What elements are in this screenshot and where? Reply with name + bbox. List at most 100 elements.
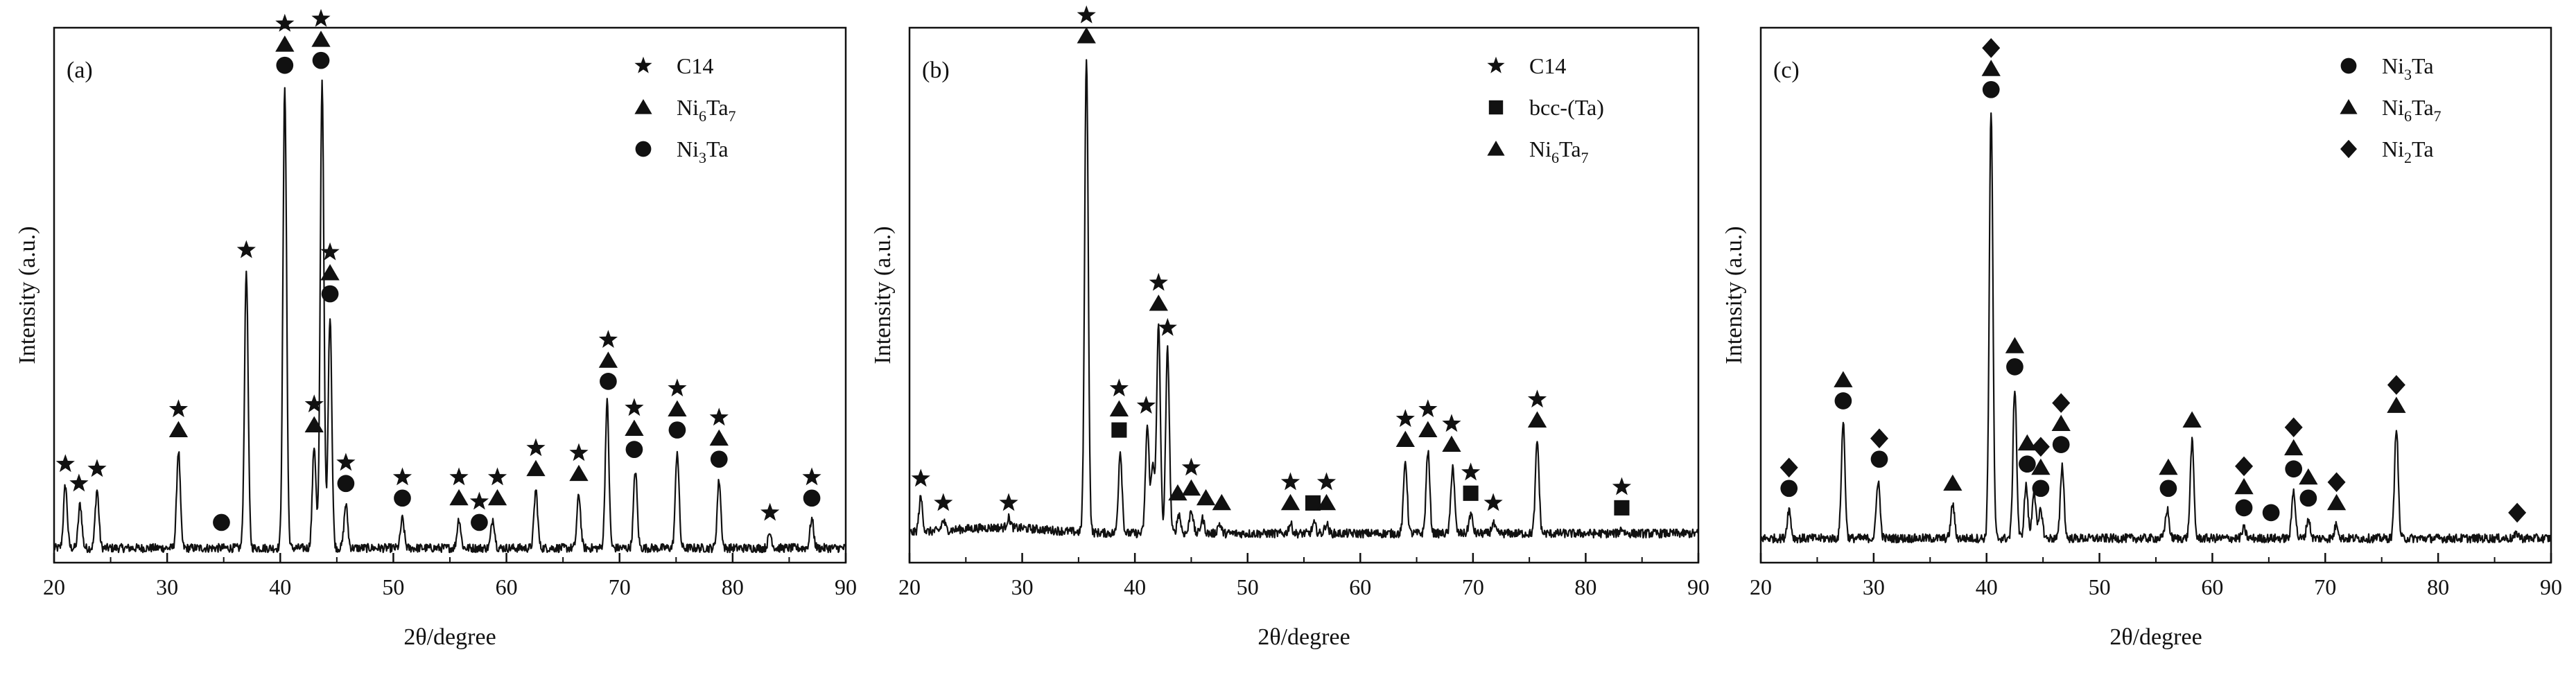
y-axis-label: Intensity (a.u.) (870, 226, 896, 364)
circle-phase-marker (2018, 455, 2036, 473)
circle-phase-marker (1834, 392, 1852, 410)
triangle-phase-marker (2017, 434, 2037, 451)
triangle-phase-marker (2005, 337, 2025, 353)
star-phase-marker (1077, 5, 1096, 24)
star-phase-marker (526, 438, 546, 457)
star-phase-marker (1109, 378, 1129, 397)
x-tick-label: 70 (1462, 574, 1484, 599)
triangle-phase-marker (2284, 439, 2304, 456)
star-phase-marker (911, 468, 930, 487)
star-phase-marker (55, 454, 75, 473)
star-phase-marker (598, 330, 618, 348)
diamond-phase-marker (1870, 428, 1888, 448)
x-axis-label: 2θ/degree (1257, 624, 1350, 650)
star-phase-marker (1149, 272, 1168, 291)
y-axis-label: Intensity (a.u.) (15, 226, 40, 364)
star-phase-marker (311, 8, 331, 27)
triangle-phase-marker (2326, 493, 2347, 511)
diamond-phase-marker (2031, 437, 2050, 457)
xrd-panel-a: 20 30 40 50 60 70 80 90 2θ/degree Intensity (a.u.… (15, 8, 857, 650)
triangle-phase-marker (1149, 294, 1168, 311)
legend-triangle-icon (2340, 99, 2358, 114)
triangle-phase-marker (1981, 60, 2001, 76)
diamond-phase-marker (2387, 375, 2405, 395)
xrd-trace (1760, 112, 2552, 544)
star-phase-marker (1461, 462, 1481, 481)
triangle-phase-marker (304, 416, 324, 432)
star-phase-marker (668, 378, 687, 397)
star-phase-marker (1612, 477, 1632, 495)
star-phase-marker (1418, 399, 1438, 418)
circle-phase-marker (668, 421, 686, 439)
circle-phase-marker (2032, 480, 2050, 498)
circle-phase-marker (2299, 489, 2317, 507)
square-phase-marker (1614, 500, 1630, 516)
triangle-phase-marker (2234, 477, 2254, 495)
star-phase-marker (1316, 472, 1337, 491)
x-tick-label: 80 (722, 574, 744, 599)
star-phase-marker (999, 493, 1018, 511)
triangle-phase-marker (2182, 411, 2202, 428)
circle-phase-marker (2052, 436, 2070, 453)
circle-phase-marker (321, 285, 339, 303)
triangle-phase-marker (168, 421, 189, 437)
legend-star-icon (634, 56, 652, 73)
square-phase-marker (1305, 495, 1321, 511)
circle-phase-marker (1780, 480, 1798, 498)
legend-label: C14 (677, 53, 713, 78)
triangle-phase-marker (569, 464, 589, 482)
diamond-phase-marker (1779, 457, 1798, 478)
triangle-phase-marker (2387, 396, 2406, 413)
y-axis-label: Intensity (a.u.) (1721, 226, 1747, 364)
square-phase-marker (1111, 422, 1127, 438)
star-phase-marker (1527, 389, 1547, 408)
circle-phase-marker (2285, 460, 2303, 478)
triangle-phase-marker (1527, 411, 1547, 428)
triangle-phase-marker (2299, 468, 2318, 485)
xrd-panel-b: 20 30 40 50 60 70 80 90 2θ/degree Intensity (a.u.… (870, 5, 1709, 650)
legend-star-icon (1487, 56, 1505, 73)
triangle-phase-marker (598, 351, 618, 368)
square-phase-marker (1463, 485, 1479, 501)
star-phase-marker (1181, 457, 1201, 476)
star-phase-marker (1158, 317, 1177, 336)
circle-phase-marker (276, 56, 294, 74)
triangle-phase-marker (1943, 474, 1963, 491)
circle-phase-marker (471, 513, 488, 531)
legend-circle-icon (635, 141, 652, 157)
circle-phase-marker (710, 450, 728, 468)
star-phase-marker (625, 398, 644, 416)
diamond-phase-marker (2327, 472, 2346, 493)
legend-triangle-icon (1487, 141, 1505, 156)
legend-diamond-icon (2340, 139, 2357, 159)
star-phase-marker (1442, 414, 1461, 432)
diamond-phase-marker (1982, 38, 2001, 58)
triangle-phase-marker (668, 400, 687, 416)
x-tick-label: 40 (1124, 574, 1146, 599)
triangle-phase-marker (625, 419, 644, 437)
circle-phase-marker (394, 489, 411, 507)
triangle-phase-marker (1109, 400, 1129, 416)
star-phase-marker (487, 467, 507, 486)
xrd-panel-c: 20 30 40 50 60 70 80 90 2θ/degree Intensity (a.u.… (1721, 26, 2562, 650)
circle-phase-marker (2262, 504, 2280, 522)
star-phase-marker (304, 394, 324, 413)
star-phase-marker (709, 407, 729, 426)
triangle-phase-marker (449, 489, 469, 506)
triangle-phase-marker (709, 429, 729, 446)
legend-label: C14 (1529, 53, 1566, 78)
star-phase-marker (168, 399, 189, 418)
panel-label: (b) (922, 58, 950, 83)
legend-label: bcc-(Ta) (1529, 95, 1604, 120)
circle-phase-marker (1982, 80, 2000, 98)
x-tick-label: 60 (1349, 574, 1371, 599)
x-tick-label: 80 (2427, 574, 2449, 599)
star-phase-marker (934, 493, 953, 511)
x-tick-label: 90 (1687, 574, 1709, 599)
triangle-phase-marker (1442, 435, 1461, 452)
x-tick-label: 70 (609, 574, 631, 599)
circle-phase-marker (1870, 450, 1888, 468)
diamond-phase-marker (2052, 393, 2071, 413)
legend-label: Ni3Ta (2382, 53, 2434, 83)
